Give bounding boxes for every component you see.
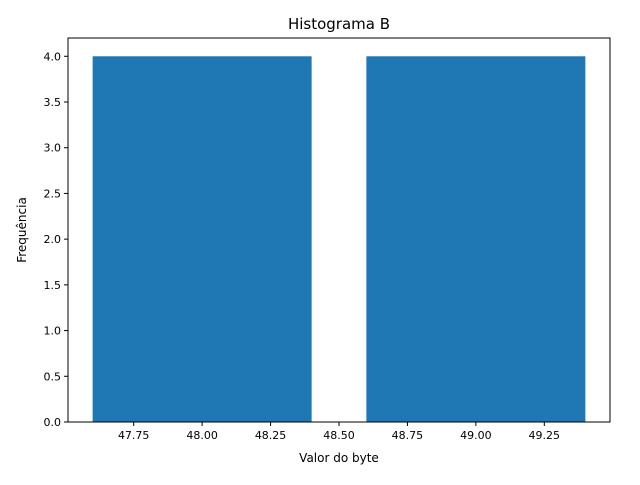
y-tick-label: 2.0 bbox=[44, 233, 62, 246]
y-tick-label: 2.5 bbox=[44, 187, 62, 200]
x-tick-label: 47.75 bbox=[118, 429, 150, 442]
x-ticks: 47.75 48.00 48.25 48.50 48.75 49.00 49.25 bbox=[118, 422, 560, 442]
histogram-bar-1 bbox=[92, 56, 312, 423]
x-tick-label: 49.00 bbox=[460, 429, 492, 442]
y-axis-label: Frequência bbox=[15, 197, 29, 263]
x-tick-label: 48.75 bbox=[392, 429, 424, 442]
y-tick-label: 0.5 bbox=[44, 370, 62, 383]
x-tick-label: 49.25 bbox=[529, 429, 561, 442]
bars-layer bbox=[92, 56, 586, 423]
chart-title: Histograma B bbox=[288, 15, 390, 33]
x-tick-label: 48.25 bbox=[255, 429, 287, 442]
x-axis-label: Valor do byte bbox=[299, 451, 379, 465]
x-tick-label: 48.50 bbox=[323, 429, 355, 442]
y-tick-label: 3.0 bbox=[44, 142, 62, 155]
y-tick-label: 0.0 bbox=[44, 416, 62, 429]
y-tick-label: 1.0 bbox=[44, 325, 62, 338]
y-tick-label: 3.5 bbox=[44, 96, 62, 109]
y-tick-label: 4.0 bbox=[44, 50, 62, 63]
x-tick-label: 48.00 bbox=[186, 429, 218, 442]
y-ticks: 0.0 0.5 1.0 1.5 2.0 2.5 3.0 3.5 4.0 bbox=[44, 50, 68, 429]
histogram-bar-2 bbox=[366, 56, 586, 423]
y-tick-label: 1.5 bbox=[44, 279, 62, 292]
